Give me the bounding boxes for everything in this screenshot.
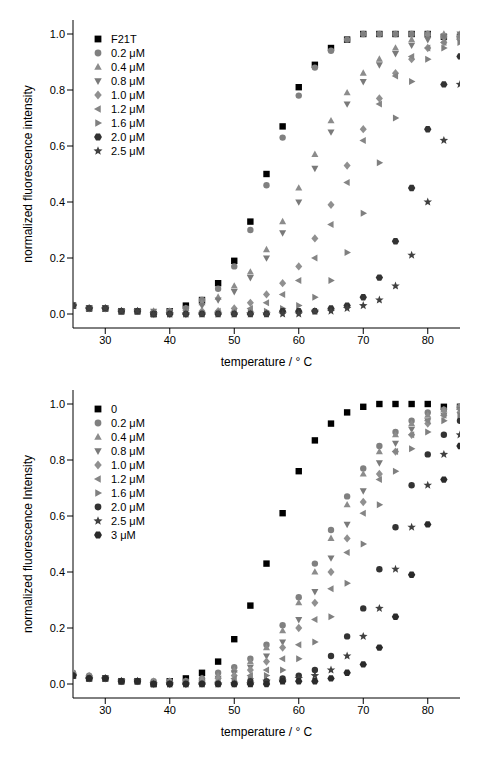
svg-text:0.6: 0.6 (50, 140, 65, 152)
html-text:2.0 μM: 2.0 μM (111, 501, 145, 513)
svg-text:0.2: 0.2 (50, 622, 65, 634)
svg-text:0.0: 0.0 (50, 308, 65, 320)
html-text:1.2 μM: 1.2 μM (111, 473, 145, 485)
svg-text:70: 70 (357, 334, 369, 346)
html-text:0.2 μM: 0.2 μM (111, 417, 145, 429)
svg-text:50: 50 (228, 334, 240, 346)
html-text:0.8 μM: 0.8 μM (111, 75, 145, 87)
html-text:3 μM: 3 μM (111, 529, 136, 541)
html-text:0.4 μM: 0.4 μM (111, 431, 145, 443)
html-text:0: 0 (111, 403, 118, 415)
svg-text:0.4: 0.4 (50, 196, 65, 208)
svg-text:1.0: 1.0 (50, 28, 65, 40)
html-text:2.5 μM: 2.5 μM (111, 145, 145, 157)
svg-text:0.8: 0.8 (50, 84, 65, 96)
html-text:0.8 μM: 0.8 μM (111, 445, 145, 457)
svg-text:normalized fluorescence Intens: normalized fluorescence Intensity (21, 455, 35, 633)
svg-text:temperature / ° C: temperature / ° C (221, 355, 313, 369)
svg-text:40: 40 (164, 334, 176, 346)
svg-text:80: 80 (422, 704, 434, 716)
svg-text:80: 80 (422, 334, 434, 346)
html-text:1.0 μM: 1.0 μM (111, 89, 145, 101)
html-text:0.4 μM: 0.4 μM (111, 61, 145, 73)
svg-text:30: 30 (99, 704, 111, 716)
svg-text:1.0: 1.0 (50, 398, 65, 410)
svg-text:40: 40 (164, 704, 176, 716)
html-text:F21T: F21T (111, 33, 137, 45)
svg-text:temperature / ° C: temperature / ° C (221, 725, 313, 739)
html-text:2.5 μM: 2.5 μM (111, 515, 145, 527)
html-text:1.2 μM: 1.2 μM (111, 103, 145, 115)
svg-text:60: 60 (293, 704, 305, 716)
html-text:1.6 μM: 1.6 μM (111, 117, 145, 129)
svg-text:0.2: 0.2 (50, 252, 65, 264)
svg-text:50: 50 (228, 704, 240, 716)
svg-text:normalized fluorescence intens: normalized fluorescence intensity (21, 85, 35, 262)
html-text:1.6 μM: 1.6 μM (111, 487, 145, 499)
svg-text:0.4: 0.4 (50, 566, 65, 578)
html-text:0.2 μM: 0.2 μM (111, 47, 145, 59)
svg-text:0.8: 0.8 (50, 454, 65, 466)
svg-text:30: 30 (99, 334, 111, 346)
svg-text:0.6: 0.6 (50, 510, 65, 522)
svg-text:70: 70 (357, 704, 369, 716)
html-text:2.0 μM: 2.0 μM (111, 131, 145, 143)
html-text:1.0 μM: 1.0 μM (111, 459, 145, 471)
svg-text:60: 60 (293, 334, 305, 346)
svg-text:0.0: 0.0 (50, 678, 65, 690)
